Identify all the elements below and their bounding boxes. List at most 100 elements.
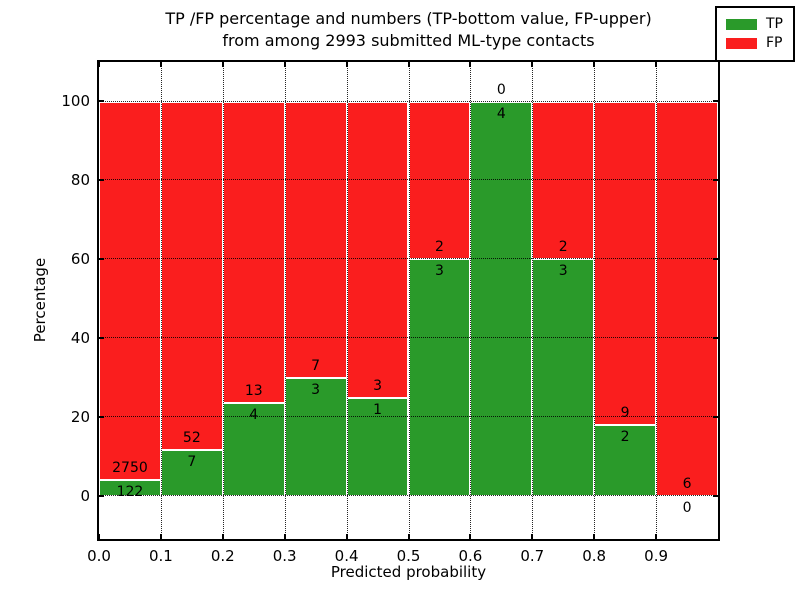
tp-legend-swatch bbox=[726, 18, 757, 30]
x-tick-mark bbox=[531, 62, 534, 67]
fp-count-label: 52 bbox=[182, 429, 201, 446]
y-tick-label: 40 bbox=[70, 329, 90, 348]
fp-bar bbox=[532, 101, 595, 260]
gridline-y bbox=[99, 416, 718, 418]
chart-title-line1: TP /FP percentage and numbers (TP-bottom… bbox=[165, 9, 652, 28]
y-tick-mark bbox=[713, 100, 718, 103]
x-tick-label: 0.2 bbox=[210, 547, 235, 565]
tp-bar bbox=[284, 377, 347, 497]
x-tick-mark bbox=[345, 534, 348, 539]
tp-bar bbox=[532, 259, 595, 497]
x-tick-label: 0.8 bbox=[582, 547, 607, 565]
x-tick-label: 0.4 bbox=[334, 547, 359, 565]
x-tick-mark bbox=[221, 62, 224, 67]
y-tick-mark bbox=[99, 337, 104, 340]
y-axis-label: Percentage bbox=[31, 257, 49, 343]
fp-count-label: 9 bbox=[620, 404, 630, 421]
gridline-x bbox=[160, 62, 162, 539]
fp-legend-label: FP bbox=[766, 35, 783, 51]
y-tick-label: 0 bbox=[80, 487, 90, 506]
x-tick-label: 0.0 bbox=[87, 547, 111, 565]
fp-bar bbox=[408, 101, 471, 260]
gridline-x bbox=[346, 62, 348, 539]
gridline-y bbox=[99, 100, 718, 102]
gridline-x bbox=[222, 62, 224, 539]
fp-bar bbox=[656, 101, 718, 497]
y-tick-mark bbox=[99, 495, 104, 498]
tp-count-label: 4 bbox=[249, 407, 259, 424]
y-tick-label: 100 bbox=[61, 92, 90, 111]
gridline-x bbox=[284, 62, 286, 539]
legend-item-fp: FP bbox=[726, 35, 783, 51]
x-tick-mark bbox=[407, 534, 410, 539]
fp-bar bbox=[346, 101, 409, 398]
tp-count-label: 3 bbox=[311, 381, 321, 398]
tp-count-label: 2 bbox=[620, 428, 630, 445]
gridline-x bbox=[594, 62, 596, 539]
fp-legend-swatch bbox=[726, 37, 757, 49]
y-tick-mark bbox=[99, 100, 104, 103]
legend-item-tp: TP bbox=[726, 16, 783, 32]
x-tick-mark bbox=[98, 62, 100, 67]
x-tick-label: 0.5 bbox=[396, 547, 421, 565]
y-tick-label: 60 bbox=[70, 250, 90, 269]
gridline-x bbox=[532, 62, 534, 539]
tp-bar bbox=[408, 259, 471, 497]
y-tick-mark bbox=[99, 258, 104, 261]
gridline-y bbox=[99, 337, 718, 339]
gridline-x bbox=[656, 62, 658, 539]
y-tick-mark bbox=[713, 337, 718, 340]
x-tick-mark bbox=[98, 534, 100, 539]
tp-count-label: 122 bbox=[116, 483, 144, 500]
x-tick-mark bbox=[655, 62, 658, 67]
fp-count-label: 2 bbox=[434, 239, 444, 256]
tp-legend-label: TP bbox=[766, 16, 783, 32]
x-tick-label: 0.7 bbox=[520, 547, 545, 565]
tp-count-label: 7 bbox=[187, 453, 197, 470]
y-tick-mark bbox=[713, 179, 718, 182]
fp-count-label: 7 bbox=[311, 357, 321, 374]
plot-area: 2750 122 52 7 13 4 7 3 3 1 2 3 0 4 2 3 9 2 6 0 0.0 0.1 0.2 0.3 0… bbox=[61, 60, 720, 565]
fp-bar bbox=[160, 101, 223, 450]
x-tick-mark bbox=[593, 534, 596, 539]
fp-count-label: 2 bbox=[558, 239, 568, 256]
x-tick-mark bbox=[531, 534, 534, 539]
x-tick-mark bbox=[159, 62, 162, 67]
tp-bar bbox=[470, 101, 533, 497]
x-tick-mark bbox=[283, 62, 286, 67]
tp-count-label: 3 bbox=[434, 263, 444, 280]
y-tick-mark bbox=[99, 416, 104, 419]
fp-count-label: 2750 bbox=[112, 459, 148, 476]
tp-count-label: 0 bbox=[682, 500, 692, 517]
tp-count-label: 4 bbox=[496, 105, 506, 122]
y-tick-mark bbox=[99, 179, 104, 182]
x-tick-mark bbox=[469, 534, 472, 539]
x-tick-mark bbox=[655, 534, 658, 539]
y-tick-label: 20 bbox=[70, 408, 90, 427]
fp-count-label: 0 bbox=[496, 81, 506, 98]
x-tick-mark bbox=[345, 62, 348, 67]
x-tick-label: 0.3 bbox=[272, 547, 297, 565]
x-tick-mark bbox=[283, 534, 286, 539]
x-tick-mark bbox=[593, 62, 596, 67]
gridline-y bbox=[99, 179, 718, 181]
gridline-y bbox=[99, 258, 718, 260]
x-axis-label: Predicted probability bbox=[330, 563, 487, 581]
tp-count-label: 1 bbox=[373, 401, 382, 418]
y-tick-mark bbox=[713, 258, 718, 261]
y-tick-mark bbox=[713, 416, 718, 419]
legend: TP FP bbox=[715, 6, 795, 62]
gridline-y bbox=[99, 495, 718, 497]
gridline-x bbox=[408, 62, 410, 539]
x-tick-label: 0.6 bbox=[458, 547, 483, 565]
y-tick-label: 80 bbox=[70, 171, 90, 190]
chart-title-line2: from among 2993 submitted ML-type contac… bbox=[222, 31, 595, 50]
gridline-x bbox=[470, 62, 472, 539]
x-tick-label: 0.9 bbox=[644, 547, 669, 565]
tp-count-label: 3 bbox=[558, 263, 568, 280]
x-tick-mark bbox=[407, 62, 410, 67]
fp-count-label: 3 bbox=[373, 377, 382, 394]
fp-bar bbox=[594, 101, 657, 425]
x-tick-mark bbox=[159, 534, 162, 539]
